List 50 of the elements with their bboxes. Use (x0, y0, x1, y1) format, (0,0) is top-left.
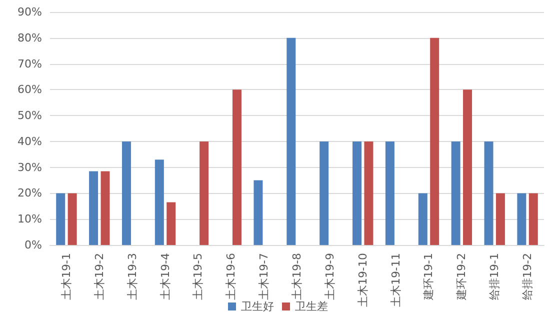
y-tick-label: 80% (18, 31, 42, 44)
bar (154, 160, 164, 245)
x-tick-label: 土木19-11 (389, 253, 402, 307)
x-tick-label: 给排19-1 (488, 253, 502, 300)
bar (68, 193, 77, 245)
x-tick-label: 土木19-7 (258, 253, 271, 300)
bar (122, 141, 131, 245)
bar (200, 141, 209, 245)
bar (418, 193, 428, 245)
x-tick-label: 建环19-1 (422, 253, 436, 301)
legend-label: 卫生差 (295, 300, 328, 313)
bar (232, 90, 242, 245)
bar (430, 38, 440, 245)
x-tick-label: 土木19-3 (126, 253, 139, 300)
x-tick-label: 土木19-4 (158, 253, 172, 300)
x-tick-label: 土木19-8 (290, 253, 304, 300)
x-tick-label: 土木19-10 (356, 253, 370, 307)
bar (528, 193, 538, 245)
x-tick-label: 土木19-1 (60, 253, 73, 300)
y-tick-label: 50% (18, 109, 42, 122)
bar (100, 171, 110, 245)
bar (89, 171, 98, 245)
y-tick-label: 20% (18, 186, 42, 200)
bar (463, 90, 472, 245)
bar (496, 193, 505, 245)
bar (517, 193, 526, 245)
y-tick-label: 40% (18, 134, 42, 148)
x-tick-label: 建环19-2 (455, 253, 468, 301)
bar (385, 141, 394, 245)
y-tick-label: 30% (18, 160, 42, 174)
y-tick-label: 70% (18, 57, 42, 70)
bar (254, 180, 263, 245)
y-tick-label: 60% (18, 83, 42, 96)
x-tick-label: 土木19-2 (92, 253, 106, 300)
y-tick-label: 10% (18, 212, 42, 226)
bar (364, 141, 374, 245)
bar (484, 141, 494, 245)
x-tick-label: 土木19-5 (192, 253, 205, 300)
bar (286, 38, 296, 245)
x-tick-label: 土木19-6 (224, 253, 238, 300)
bar (56, 193, 66, 245)
bar (352, 141, 362, 245)
y-tick-label: 0% (24, 238, 42, 252)
legend-label: 卫生好 (241, 300, 274, 313)
bar (320, 141, 329, 245)
bar (451, 141, 460, 245)
x-tick-label: 土木19-9 (323, 253, 336, 300)
y-tick-label: 90% (18, 6, 42, 18)
bar (166, 202, 176, 245)
x-tick-label: 给排19-2 (521, 253, 534, 300)
